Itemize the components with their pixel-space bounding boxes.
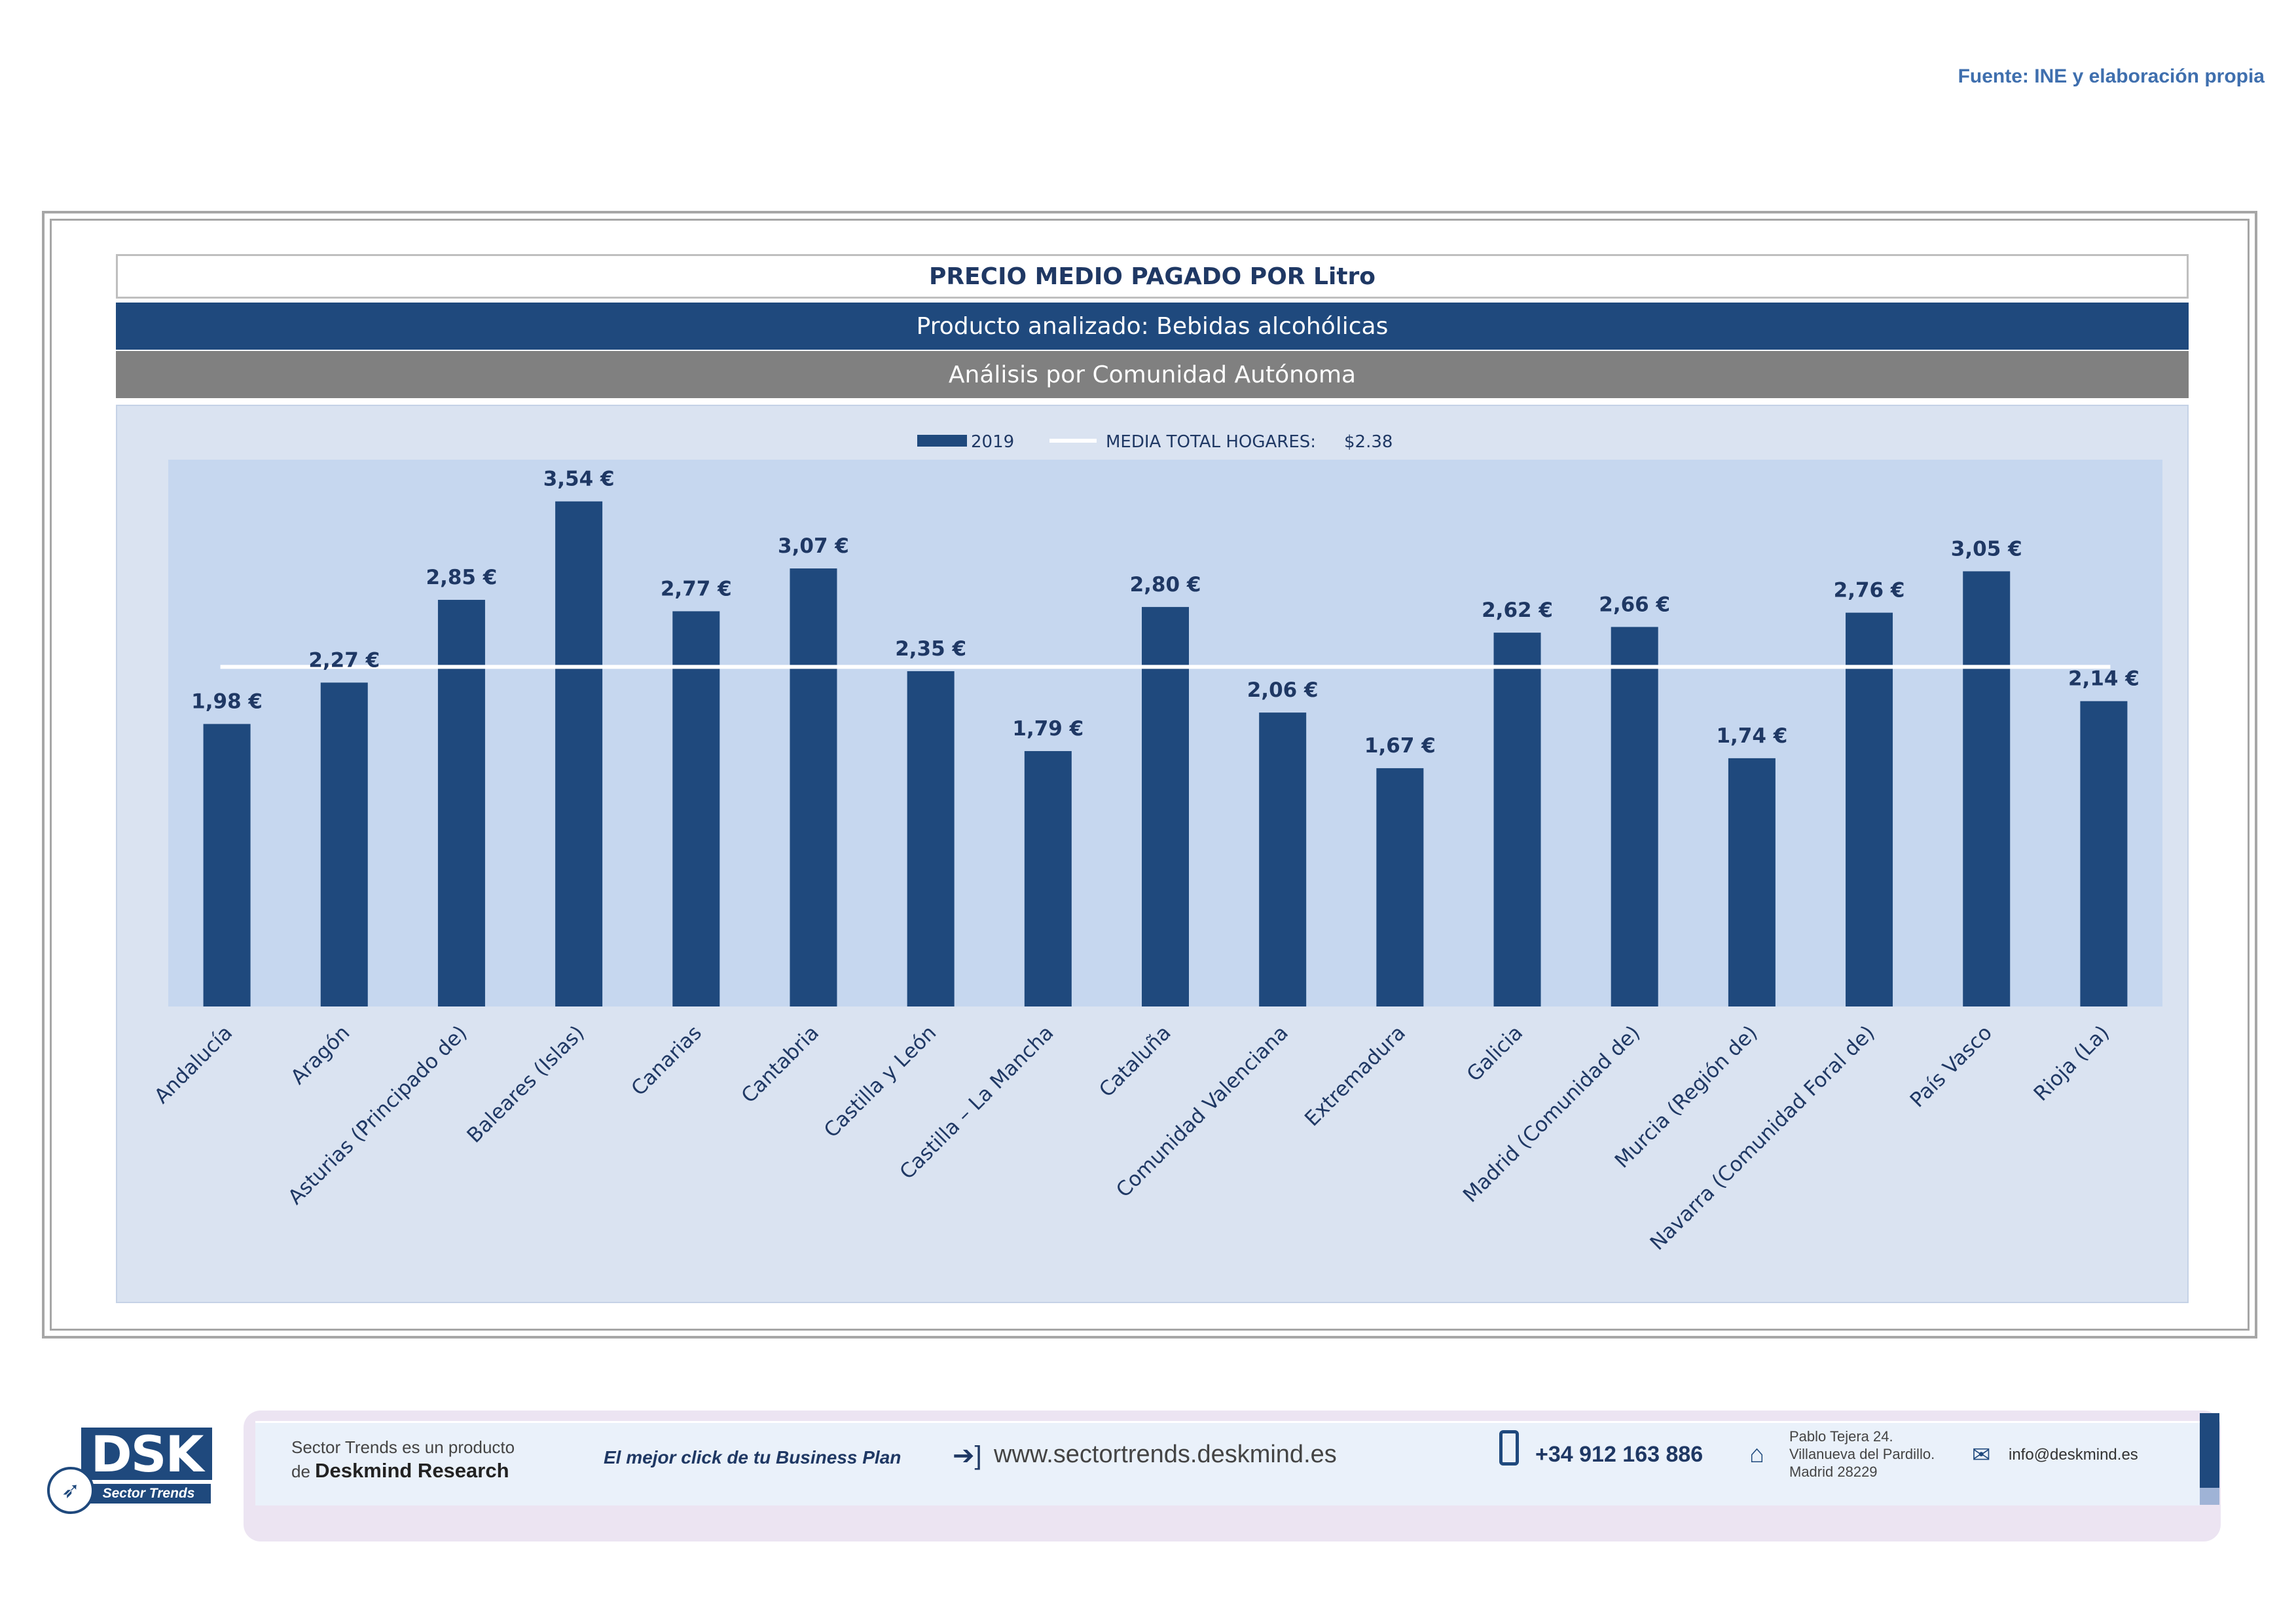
logo-subtitle: Sector Trends <box>86 1484 211 1504</box>
logo-wordmark: DSK <box>81 1425 212 1483</box>
data-label-9: 2,06 € <box>1247 678 1319 702</box>
report-frame: PRECIO MEDIO PAGADO POR Litro Producto a… <box>42 211 2257 1338</box>
bar-16 <box>2080 701 2128 1006</box>
category-label-0: Andalucía <box>150 1021 237 1108</box>
data-label-6: 2,35 € <box>895 637 966 661</box>
category-label-8: Cataluña <box>1095 1021 1176 1102</box>
category-label-5: Cantabria <box>737 1021 824 1108</box>
data-label-15: 3,05 € <box>1951 537 2022 561</box>
data-label-12: 2,66 € <box>1599 593 1670 616</box>
category-label-10: Extremadura <box>1300 1021 1410 1131</box>
data-label-1: 2,27 € <box>308 648 380 672</box>
bar-6 <box>907 671 955 1006</box>
data-label-4: 2,77 € <box>661 577 732 600</box>
bar-8 <box>1142 606 1189 1006</box>
product-banner: Producto analizado: Bebidas alcohólicas <box>116 303 2189 350</box>
product-credit-line2: de Deskmind Research <box>291 1459 509 1482</box>
report-inner-frame <box>50 219 2250 1331</box>
home-icon: ⌂ <box>1749 1441 1764 1468</box>
mail-icon: ✉ <box>1972 1443 1991 1467</box>
footer: DSK Sector Trends ➶ Sector Trends es un … <box>0 1401 2296 1559</box>
data-label-2: 2,85 € <box>426 566 498 589</box>
phone-number[interactable]: +34 912 163 886 <box>1535 1442 1704 1467</box>
phone-icon <box>1499 1430 1519 1466</box>
category-label-16: Rioja (La) <box>2030 1021 2114 1105</box>
legend-label-media: MEDIA TOTAL HOGARES: <box>1106 432 1316 452</box>
bar-5 <box>790 568 837 1006</box>
legend: 2019 MEDIA TOTAL HOGARES: $2.38 <box>917 432 1393 452</box>
website-link[interactable]: www.sectortrends.deskmind.es <box>994 1441 1337 1468</box>
data-label-8: 2,80 € <box>1130 573 1201 597</box>
category-label-6: Castilla y León <box>820 1021 941 1142</box>
email-link[interactable]: info@deskmind.es <box>2009 1446 2138 1464</box>
product-credit-line1: Sector Trends es un producto <box>291 1437 515 1457</box>
data-label-11: 2,62 € <box>1482 599 1553 622</box>
data-label-14: 2,76 € <box>1834 579 1905 602</box>
category-label-4: Canarias <box>627 1021 706 1100</box>
bar-11 <box>1493 633 1541 1006</box>
source-note: Fuente: INE y elaboración propia <box>1958 65 2265 87</box>
data-labels: 1,98 € 2,27 € 2,85 € 3,54 € 2,77 € 3,07 € 2,35… <box>191 468 2140 758</box>
bar-7 <box>1024 750 1072 1006</box>
rocket-icon: ➶ <box>47 1467 94 1514</box>
bar-12 <box>1611 627 1658 1006</box>
brand-name: Deskmind Research <box>315 1459 509 1482</box>
data-label-7: 1,79 € <box>1012 717 1084 741</box>
data-label-13: 1,74 € <box>1716 724 1787 748</box>
bar-4 <box>672 611 720 1006</box>
chart-title: PRECIO MEDIO PAGADO POR Litro <box>116 254 2189 299</box>
slogan: El mejor click de tu Business Plan <box>604 1447 902 1467</box>
data-label-16: 2,14 € <box>2068 667 2140 691</box>
bar-chart: 2019 MEDIA TOTAL HOGARES: $2.38 1,98 € 2,… <box>150 432 2162 1255</box>
data-label-5: 3,07 € <box>778 534 849 558</box>
category-label-15: País Vasco <box>1906 1021 1997 1112</box>
chart-area: 2019 MEDIA TOTAL HOGARES: $2.38 1,98 € 2,… <box>116 405 2189 1303</box>
bar-10 <box>1376 768 1424 1006</box>
bar-3 <box>555 501 603 1006</box>
category-label-3: Baleares (Islas) <box>462 1021 589 1147</box>
category-label-14: Navarra (Comunidad Foral de) <box>1646 1021 1880 1255</box>
product-credit: Sector Trends es un producto de Deskmind… <box>291 1435 515 1483</box>
data-label-0: 1,98 € <box>191 690 263 714</box>
footer-inner <box>255 1421 2200 1505</box>
bar-2 <box>437 600 485 1006</box>
bar-9 <box>1259 712 1307 1006</box>
analysis-banner: Análisis por Comunidad Autónoma <box>116 351 2189 398</box>
bar-14 <box>1846 612 1893 1006</box>
web-arrow-icon: ➔] <box>953 1441 982 1470</box>
dsk-logo: DSK Sector Trends ➶ <box>47 1425 219 1521</box>
bar-15 <box>1963 571 2011 1006</box>
bar-0 <box>203 724 251 1006</box>
data-label-10: 1,67 € <box>1364 734 1436 758</box>
legend-swatch-2019 <box>917 435 967 447</box>
category-label-1: Aragón <box>286 1021 354 1089</box>
address: Pablo Tejera 24. Villanueva del Pardillo… <box>1789 1428 1935 1480</box>
data-label-3: 3,54 € <box>543 468 615 491</box>
legend-label-2019: 2019 <box>971 432 1014 452</box>
category-label-11: Galicia <box>1463 1021 1528 1086</box>
bar-13 <box>1728 758 1776 1006</box>
bar-1 <box>320 682 368 1006</box>
legend-label-media-value: $2.38 <box>1344 432 1393 452</box>
footer-accent-light <box>2200 1488 2219 1505</box>
